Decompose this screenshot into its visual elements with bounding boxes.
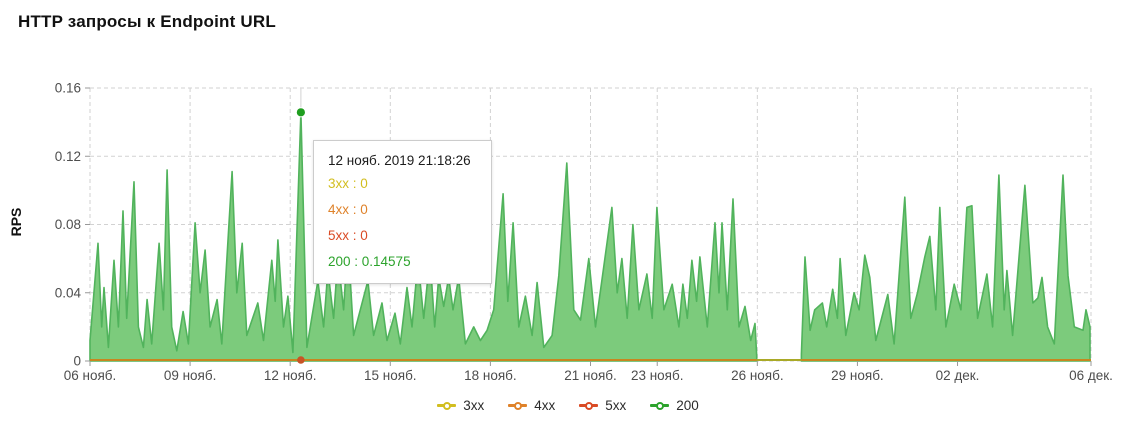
y-tick-label: 0.04 [55, 285, 82, 300]
chart-tooltip: 12 нояб. 2019 21:18:26 3xx : 0 4xx : 0 5… [313, 140, 492, 284]
x-tick-label: 21 нояб. [564, 368, 617, 383]
area-series-200 [800, 174, 1091, 362]
legend-item-4xx[interactable]: 4xx [508, 398, 555, 413]
legend-marker-3xx-icon [437, 401, 457, 410]
x-tick-label: 26 нояб. [731, 368, 784, 383]
hover-point-marker-200 [295, 107, 306, 118]
x-tick-label: 06 нояб. [64, 368, 117, 383]
chart-title: HTTP запросы к Endpoint URL [18, 12, 276, 31]
tooltip-line-3xx: 3xx : 0 [328, 176, 368, 191]
legend-label-5xx: 5xx [605, 398, 627, 413]
legend-label-3xx: 3xx [463, 398, 485, 413]
legend-label-200: 200 [676, 398, 699, 413]
y-tick-label: 0.12 [55, 149, 81, 164]
x-tick-label: 02 дек. [936, 368, 980, 383]
x-tick-label: 18 нояб. [464, 368, 517, 383]
y-tick-label: 0.08 [55, 217, 81, 232]
chart-legend: 3xx 4xx 5xx 200 [0, 398, 1136, 413]
hover-point-marker-5xx [297, 356, 305, 364]
legend-marker-5xx-icon [579, 401, 599, 410]
y-tick-label: 0.16 [55, 81, 81, 96]
legend-label-4xx: 4xx [534, 398, 556, 413]
tooltip-timestamp: 12 нояб. 2019 21:18:26 [328, 153, 471, 168]
tooltip-line-5xx: 5xx : 0 [328, 228, 368, 243]
tooltip-line-200: 200 : 0.14575 [328, 254, 411, 269]
legend-marker-200-icon [650, 401, 670, 410]
legend-item-200[interactable]: 200 [650, 398, 699, 413]
legend-item-5xx[interactable]: 5xx [579, 398, 626, 413]
x-tick-label: 23 нояб. [631, 368, 684, 383]
legend-marker-4xx-icon [508, 401, 528, 410]
legend-item-3xx[interactable]: 3xx [437, 398, 484, 413]
x-tick-label: 09 нояб. [164, 368, 217, 383]
tooltip-line-4xx: 4xx : 0 [328, 202, 368, 217]
x-tick-label: 15 нояб. [364, 368, 417, 383]
x-tick-label: 06 дек. [1069, 368, 1113, 383]
x-tick-label: 29 нояб. [831, 368, 884, 383]
x-tick-label: 12 нояб. [264, 368, 317, 383]
y-tick-label: 0 [73, 354, 81, 369]
